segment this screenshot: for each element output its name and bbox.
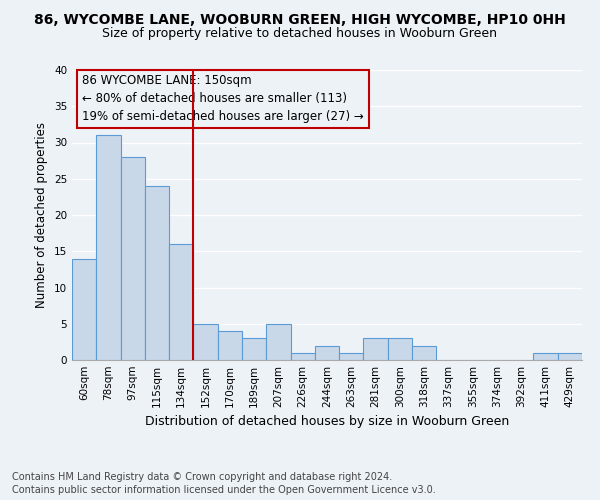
Bar	[339, 353, 364, 360]
Bar	[533, 353, 558, 360]
Text: Contains HM Land Registry data © Crown copyright and database right 2024.: Contains HM Land Registry data © Crown c…	[12, 472, 392, 482]
Bar	[145, 186, 169, 360]
Bar	[266, 324, 290, 360]
Bar	[218, 331, 242, 360]
Bar	[242, 338, 266, 360]
Bar	[96, 135, 121, 360]
Text: Size of property relative to detached houses in Wooburn Green: Size of property relative to detached ho…	[103, 28, 497, 40]
Y-axis label: Number of detached properties: Number of detached properties	[35, 122, 49, 308]
Bar	[121, 157, 145, 360]
Bar	[72, 258, 96, 360]
Text: 86 WYCOMBE LANE: 150sqm
← 80% of detached houses are smaller (113)
19% of semi-d: 86 WYCOMBE LANE: 150sqm ← 80% of detache…	[82, 74, 364, 124]
Bar	[315, 346, 339, 360]
Bar	[193, 324, 218, 360]
Bar	[412, 346, 436, 360]
Bar	[364, 338, 388, 360]
Bar	[169, 244, 193, 360]
Text: Contains public sector information licensed under the Open Government Licence v3: Contains public sector information licen…	[12, 485, 436, 495]
Text: 86, WYCOMBE LANE, WOOBURN GREEN, HIGH WYCOMBE, HP10 0HH: 86, WYCOMBE LANE, WOOBURN GREEN, HIGH WY…	[34, 12, 566, 26]
Bar	[290, 353, 315, 360]
Bar	[558, 353, 582, 360]
X-axis label: Distribution of detached houses by size in Wooburn Green: Distribution of detached houses by size …	[145, 416, 509, 428]
Bar	[388, 338, 412, 360]
